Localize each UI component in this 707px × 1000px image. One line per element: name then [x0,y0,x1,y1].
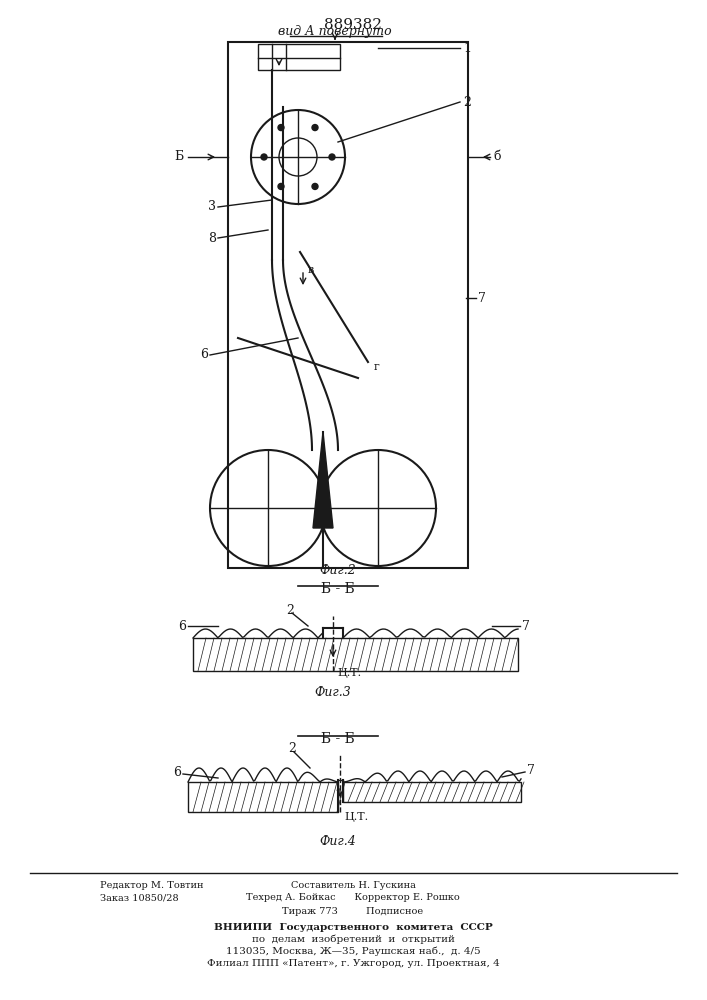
Bar [258,44,340,70]
Circle shape [261,154,267,160]
Text: в: в [308,265,314,275]
Text: Б: Б [175,150,184,163]
Bar [228,42,468,568]
Text: б: б [493,150,501,163]
Text: 8: 8 [208,232,216,244]
Text: 113035, Москва, Ж—35, Раушская наб.,  д. 4/5: 113035, Москва, Ж—35, Раушская наб., д. … [226,946,480,956]
Text: 7: 7 [527,764,535,776]
Circle shape [278,183,284,189]
Text: 7: 7 [522,619,530,633]
Text: Филиал ППП «Патент», г. Ужгород, ул. Проектная, 4: Филиал ППП «Патент», г. Ужгород, ул. Про… [206,958,499,968]
Text: Б - Б: Б - Б [321,582,355,596]
Text: Фиг.4: Фиг.4 [320,835,356,848]
Bar [343,782,521,802]
Circle shape [278,125,284,131]
Bar [188,782,338,812]
Text: 6: 6 [178,619,186,633]
Text: Тираж 773         Подписное: Тираж 773 Подписное [282,906,423,916]
Text: 3: 3 [208,200,216,214]
Text: 2: 2 [286,603,294,616]
Text: ВНИИПИ  Государственного  комитета  СССР: ВНИИПИ Государственного комитета СССР [214,922,492,932]
Text: Редактор М. Товтин: Редактор М. Товтин [100,880,204,890]
Polygon shape [313,432,333,528]
Text: 6: 6 [200,349,208,361]
Text: Б - Б: Б - Б [321,732,355,746]
Text: г: г [374,362,380,372]
Text: Техред А. Бойкас      Корректор Е. Рошко: Техред А. Бойкас Корректор Е. Рошко [246,894,460,902]
Text: 6: 6 [173,766,181,778]
Text: 7: 7 [478,292,486,304]
Text: 2: 2 [288,742,296,756]
Circle shape [312,125,318,131]
Text: вид А повернуто: вид А повернуто [278,25,392,38]
Text: Фиг.3: Фиг.3 [315,686,351,699]
Text: Ц.Т.: Ц.Т. [344,812,368,822]
Text: 889382: 889382 [324,18,382,32]
Text: 2: 2 [463,96,471,108]
Bar [193,638,518,671]
Text: Заказ 10850/28: Заказ 10850/28 [100,894,179,902]
Circle shape [312,183,318,189]
Text: Фиг.2: Фиг.2 [320,564,356,577]
Text: Ц.Т.: Ц.Т. [337,668,361,678]
Circle shape [329,154,335,160]
Text: Составитель Н. Гускина: Составитель Н. Гускина [291,880,416,890]
Text: по  делам  изобретений  и  открытий: по делам изобретений и открытий [252,934,455,944]
Text: 1: 1 [463,41,471,54]
